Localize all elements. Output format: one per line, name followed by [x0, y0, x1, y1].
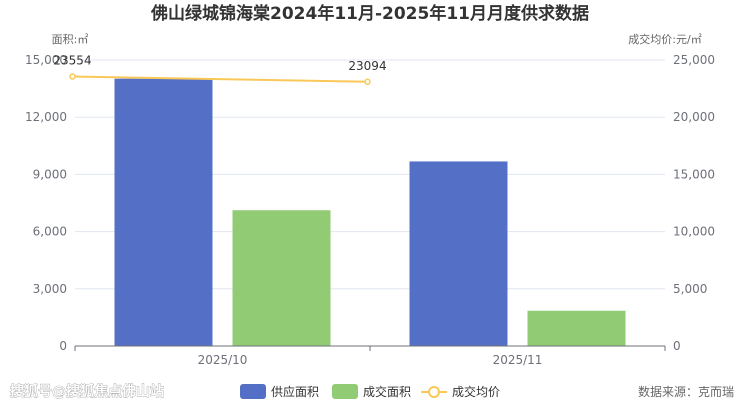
y-left-axis-label: 面积:㎡: [52, 33, 89, 46]
x-tick-label: 2025/11: [493, 353, 543, 367]
bar-deal-2025-10[interactable]: [232, 210, 331, 346]
chart-title: 佛山绿城锦海棠2024年11月-2025年11月月度供求数据: [150, 3, 589, 24]
price-data-label: 23554: [53, 54, 91, 68]
y-right-tick-label: 20,000: [673, 110, 715, 124]
watermark-text: 搜狐号@搜狐焦点佛山站: [10, 383, 164, 400]
price-point[interactable]: [69, 73, 76, 80]
x-axis-ticks: 2025/10 2025/11: [74, 346, 666, 367]
y-left-tick-label: 15,000: [25, 53, 67, 67]
legend-label-price[interactable]: 成交均价: [452, 384, 500, 399]
price-point[interactable]: [364, 78, 371, 86]
y-right-axis-label: 成交均价:元/㎡: [628, 32, 701, 46]
source-text: 数据来源：克而瑞: [638, 384, 734, 399]
y-left-tick-label: 0: [59, 339, 67, 353]
legend-label-supply[interactable]: 供应面积: [271, 384, 319, 399]
y-left-tick-label: 12,000: [25, 110, 67, 124]
legend-swatch-price-marker[interactable]: [428, 386, 440, 398]
price-line: 23554 23094: [53, 54, 387, 86]
legend: 供应面积 成交面积 成交均价: [240, 384, 500, 399]
legend-swatch-supply[interactable]: [240, 384, 266, 399]
y-left-tick-label: 3,000: [33, 282, 67, 296]
x-tick-label: 2025/10: [198, 353, 248, 367]
bars: [114, 78, 626, 346]
y-right-tick-labels: 0 5,000 10,000 15,000 20,000 25,000: [673, 53, 715, 353]
price-data-label: 23094: [348, 59, 386, 73]
legend-swatch-deal[interactable]: [332, 384, 358, 399]
y-left-tick-label: 9,000: [33, 167, 67, 181]
bar-supply-2025-11[interactable]: [409, 161, 508, 346]
y-right-tick-label: 5,000: [673, 282, 707, 296]
bar-supply-2025-10[interactable]: [114, 78, 213, 346]
y-right-tick-label: 25,000: [673, 53, 715, 67]
bar-deal-2025-11[interactable]: [527, 310, 626, 346]
legend-label-deal[interactable]: 成交面积: [363, 384, 411, 399]
price-series-line: [72, 75, 368, 83]
y-left-tick-label: 6,000: [33, 225, 67, 239]
y-right-tick-label: 15,000: [673, 167, 715, 181]
y-left-tick-labels: 0 3,000 6,000 9,000 12,000 15,000: [25, 53, 67, 353]
y-right-tick-label: 10,000: [673, 225, 715, 239]
y-right-tick-label: 0: [673, 339, 681, 353]
